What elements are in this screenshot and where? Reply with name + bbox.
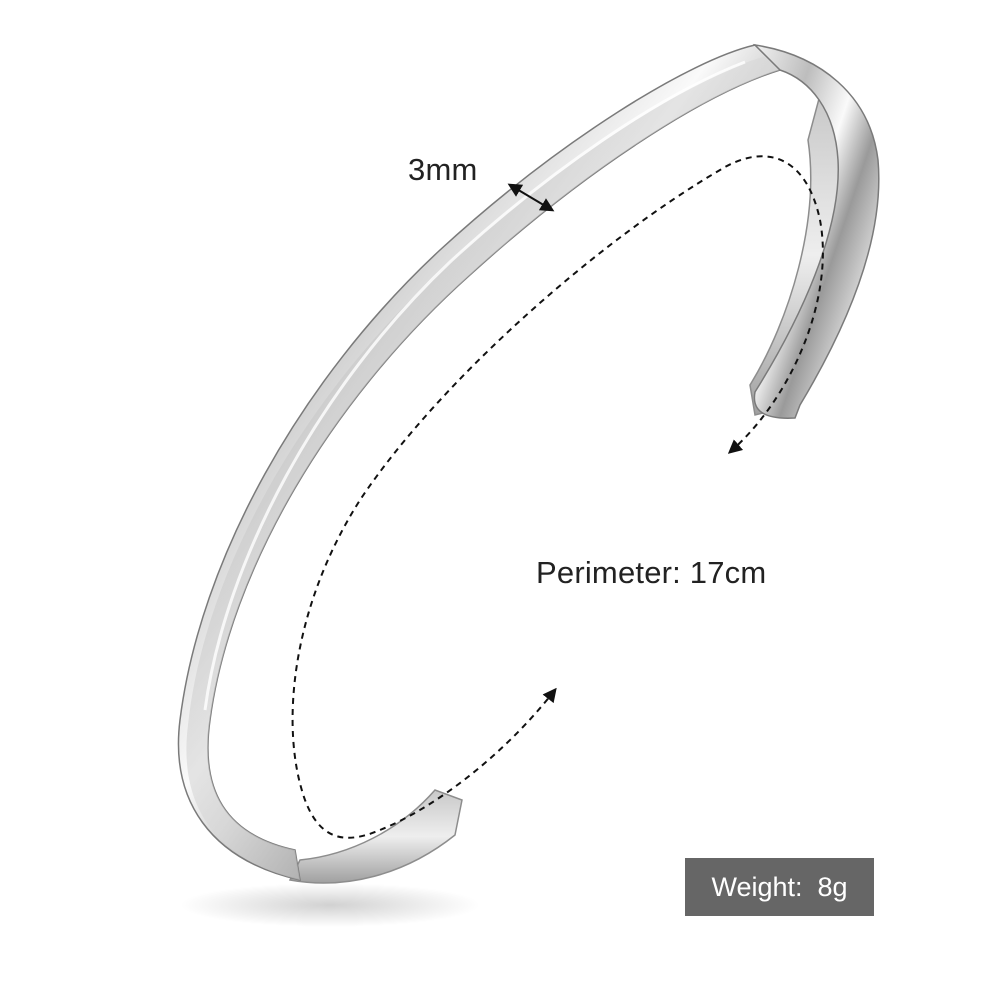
bangle-right-arm	[752, 43, 880, 419]
bangle-outer-band	[177, 44, 782, 881]
bangle-highlight	[203, 60, 746, 711]
width-label: 3mm	[408, 152, 478, 187]
bangle-shadow	[180, 883, 480, 927]
width-arrow	[507, 183, 555, 212]
weight-badge: Weight: 8g	[685, 858, 874, 916]
perimeter-arrow	[291, 155, 824, 839]
weight-label: Weight: 8g	[711, 871, 848, 902]
perimeter-label: Perimeter: 17cm	[536, 555, 767, 590]
bangle-edge	[186, 55, 780, 880]
bangle-inner-end-bottom	[288, 789, 463, 884]
